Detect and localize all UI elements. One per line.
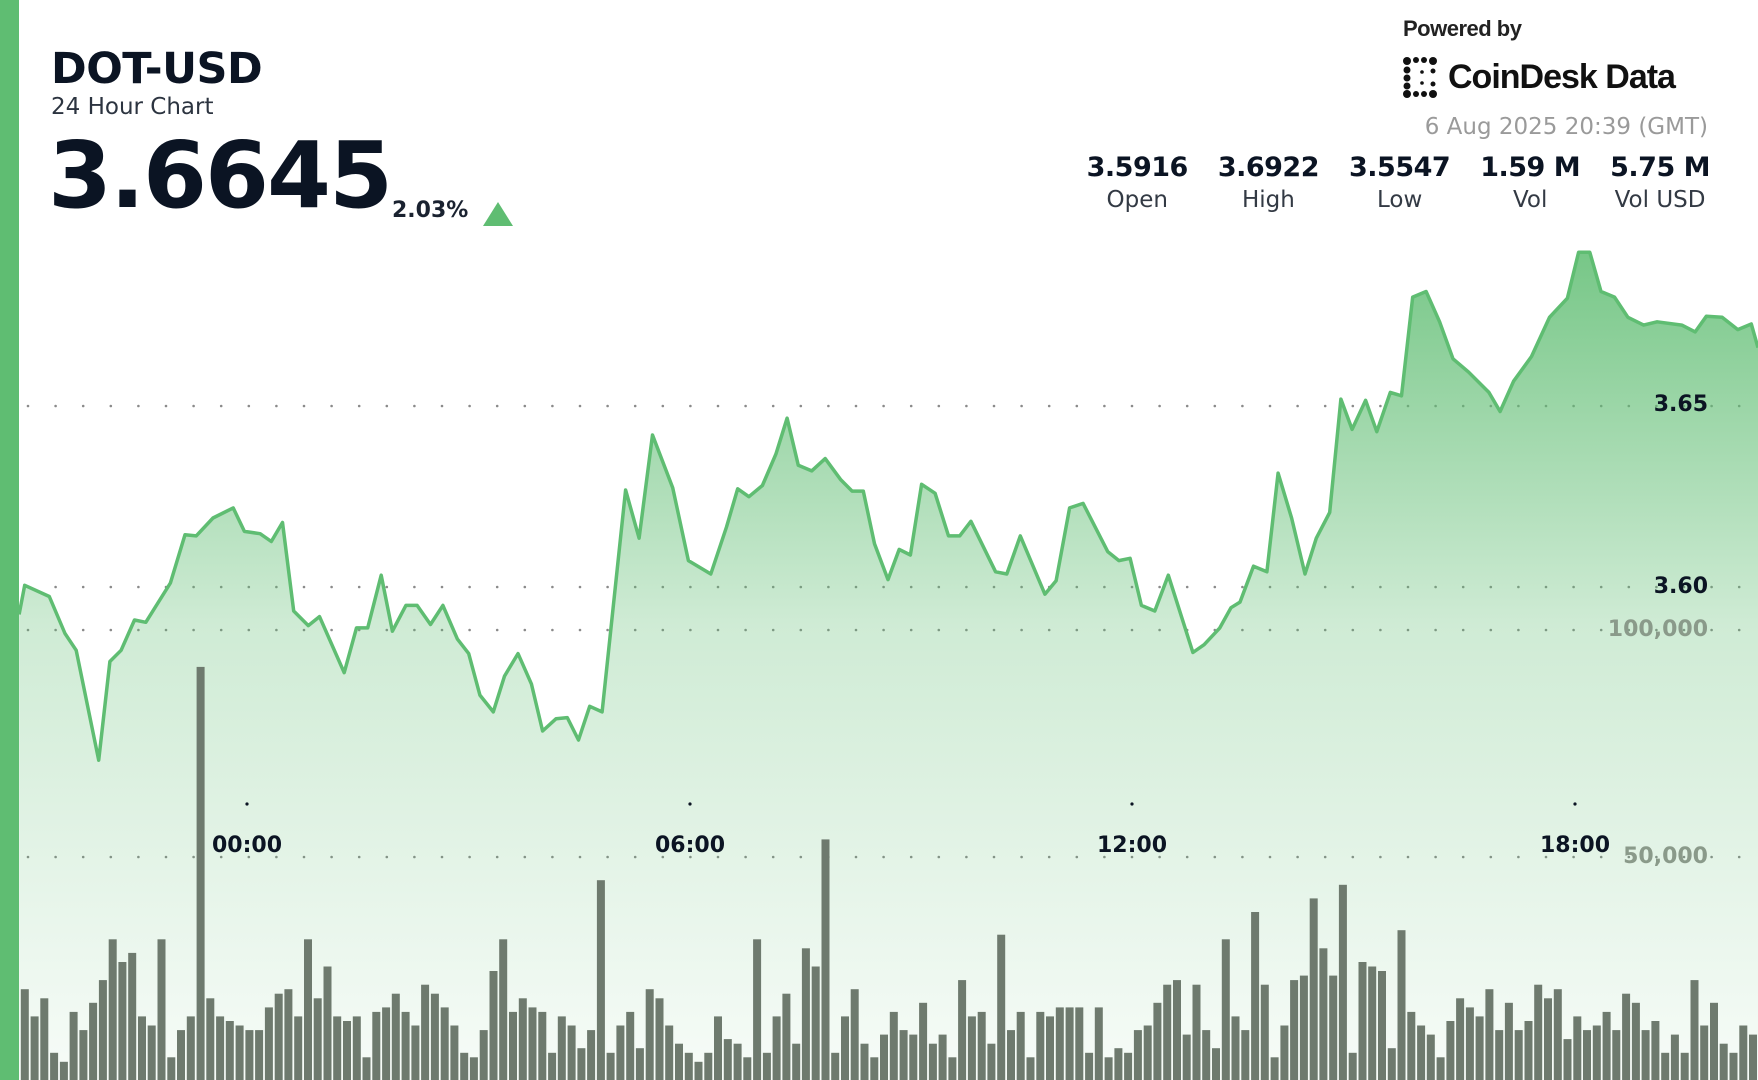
stat-value: 3.5916 (1086, 152, 1189, 183)
stat-label: Open (1106, 187, 1168, 213)
x-axis-label-0000: 00:00 (211, 833, 283, 858)
symbol-title: DOT-USD (51, 44, 263, 94)
stat-high: 3.6922 High (1217, 152, 1320, 213)
up-arrow-icon (483, 202, 513, 226)
chart-subtitle: 24 Hour Chart (51, 94, 214, 120)
accent-bar (0, 0, 19, 1080)
y-axis-label-365: 3.65 (1653, 392, 1708, 417)
brand-logo-link[interactable]: CoinDesk Data (1402, 56, 1676, 98)
powered-by-label: Powered by (1403, 16, 1522, 41)
stat-value: 5.75 M (1610, 152, 1710, 183)
y-axis-label-360: 3.60 (1653, 574, 1708, 599)
stat-label: Vol (1512, 187, 1548, 213)
x-axis-label-1200: 12:00 (1096, 833, 1168, 858)
stat-value: 1.59 M (1480, 152, 1581, 183)
stat-vol: 1.59 M Vol (1480, 152, 1580, 213)
stat-value: 3.6922 (1217, 152, 1320, 183)
stat-open: 3.5916 Open (1086, 152, 1189, 213)
volume-axis-label-50000: 50,000 (1623, 844, 1708, 869)
brand-name: CoinDesk Data (1448, 57, 1676, 96)
x-axis-label-1800: 18:00 (1539, 833, 1611, 858)
current-price: 3.6645 (48, 122, 393, 229)
stat-vol-usd: 5.75 M Vol USD (1610, 152, 1710, 213)
stats-row: 3.5916 Open 3.6922 High 3.5547 Low 1.59 … (1057, 152, 1711, 213)
volume-bars (20, 666, 1757, 1080)
volume-axis-label-100000: 100,000 (1607, 617, 1708, 642)
stat-label: Low (1376, 187, 1423, 213)
x-tick-marks (245, 802, 1577, 806)
stat-label: Vol USD (1614, 187, 1706, 213)
price-line (17, 250, 1758, 762)
price-area (19, 252, 1758, 1080)
stat-label: High (1241, 187, 1295, 213)
x-axis-label-0600: 06:00 (654, 833, 726, 858)
price-change-percent: 2.03% (392, 198, 469, 223)
stat-value: 3.5547 (1349, 152, 1451, 183)
timestamp: 6 Aug 2025 20:39 (GMT) (1424, 114, 1708, 140)
coindesk-logo-icon (1403, 57, 1437, 98)
stat-low: 3.5547 Low (1349, 152, 1451, 213)
